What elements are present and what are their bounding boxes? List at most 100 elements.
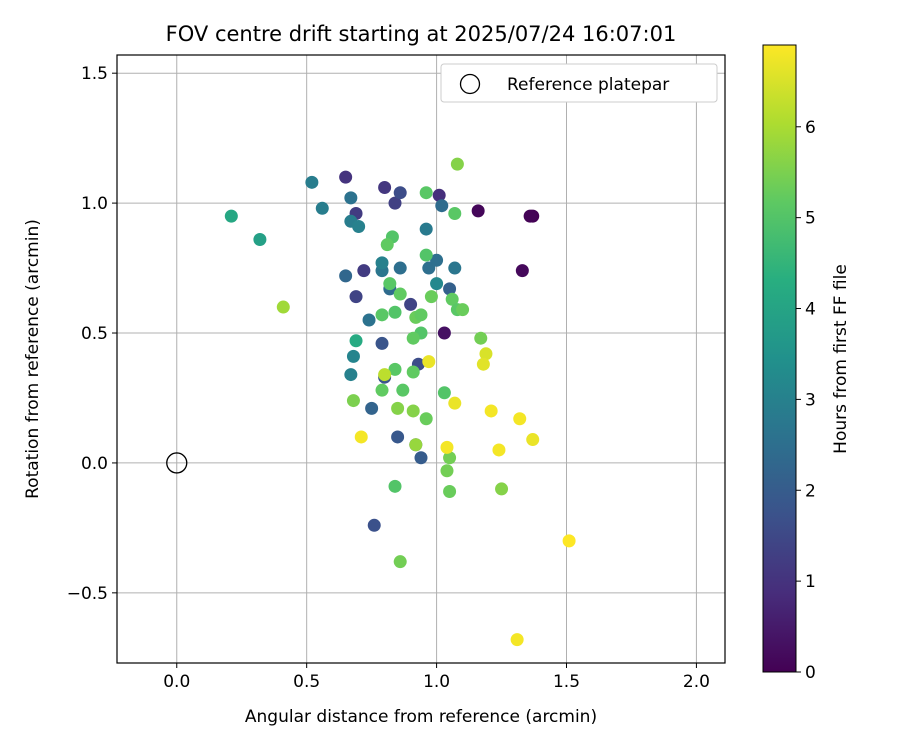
x-tick-label: 1.5 (553, 672, 580, 692)
data-point (349, 334, 363, 348)
data-point (380, 238, 394, 252)
x-axis-label: Angular distance from reference (arcmin) (245, 707, 597, 727)
data-point (492, 443, 506, 457)
chart-title: FOV centre drift starting at 2025/07/24 … (166, 22, 677, 46)
data-point (440, 440, 454, 454)
data-point (375, 336, 389, 350)
data-point (414, 308, 428, 322)
colorbar-tick-label: 3 (805, 390, 816, 410)
data-point (430, 277, 444, 291)
plot-area-frame (116, 54, 726, 664)
data-point (393, 287, 407, 301)
data-point (406, 365, 420, 379)
data-point (357, 264, 371, 278)
colorbar-ticks: 0 1 2 3 4 5 6 (796, 118, 816, 683)
y-tick-label: 1.0 (81, 194, 108, 214)
data-point (383, 277, 397, 291)
data-point (393, 261, 407, 275)
data-point (432, 188, 446, 202)
y-tick-label: 0.5 (81, 324, 108, 344)
data-point (393, 186, 407, 200)
data-point (476, 357, 490, 371)
data-point (484, 404, 498, 418)
data-point (443, 282, 457, 296)
x-tick-label: 0.0 (163, 672, 190, 692)
colorbar (762, 44, 797, 673)
y-axis-ticks: −0.5 0.0 0.5 1.0 1.5 (67, 64, 117, 604)
colorbar-tick-label: 1 (805, 572, 816, 592)
data-point (435, 199, 449, 213)
data-point (409, 438, 423, 452)
data-point (471, 204, 485, 218)
data-point (404, 297, 418, 311)
data-point (388, 196, 402, 210)
data-point (253, 232, 267, 246)
colorbar-tick-label: 4 (805, 300, 816, 320)
legend-entry-reference: Reference platepar (507, 75, 669, 95)
data-point (424, 290, 438, 304)
data-point (419, 248, 433, 262)
x-tick-label: 1.0 (423, 672, 450, 692)
x-axis-ticks: 0.0 0.5 1.0 1.5 2.0 (163, 663, 710, 692)
data-point (448, 396, 462, 410)
data-point (422, 355, 436, 369)
data-point (346, 394, 360, 408)
colorbar-label: Hours from first FF file (831, 264, 851, 454)
data-point (367, 518, 381, 532)
data-point (339, 269, 353, 283)
data-point (388, 362, 402, 376)
data-point (375, 383, 389, 397)
data-point (391, 430, 405, 444)
data-point (414, 451, 428, 465)
colorbar-tick-label: 6 (805, 118, 816, 138)
data-point (448, 206, 462, 220)
data-point (443, 485, 457, 499)
data-point (388, 479, 402, 493)
data-point (515, 264, 529, 278)
data-point (362, 313, 376, 327)
data-point (346, 349, 360, 363)
data-point (406, 404, 420, 418)
data-point (393, 555, 407, 569)
scatter-points (224, 157, 576, 647)
data-point (456, 303, 470, 317)
data-point (419, 222, 433, 236)
x-tick-label: 0.5 (293, 672, 320, 692)
data-point (354, 430, 368, 444)
y-tick-label: −0.5 (67, 584, 108, 604)
y-axis-label: Rotation from reference (arcmin) (23, 219, 43, 499)
data-point (378, 181, 392, 195)
data-point (396, 383, 410, 397)
colorbar-tick-label: 2 (805, 481, 816, 501)
colorbar-tick-label: 0 (805, 663, 816, 683)
reference-marker-group (166, 452, 188, 474)
data-point (375, 256, 389, 270)
data-point (495, 482, 509, 496)
data-point (419, 412, 433, 426)
data-point (406, 331, 420, 345)
data-point (450, 157, 464, 171)
colorbar-tick-label: 5 (805, 209, 816, 229)
data-point (526, 433, 540, 447)
data-point (445, 292, 459, 306)
data-point (276, 300, 290, 314)
data-point (440, 464, 454, 478)
legend: Reference platepar (440, 63, 718, 103)
data-point (365, 401, 379, 415)
data-point (430, 253, 444, 267)
data-point (513, 412, 527, 426)
data-point (349, 290, 363, 304)
data-point (562, 534, 576, 548)
data-point (510, 633, 524, 647)
data-point (344, 191, 358, 205)
data-point (479, 347, 493, 361)
data-point (339, 170, 353, 184)
data-point (224, 209, 238, 223)
y-tick-label: 0.0 (81, 454, 108, 474)
data-point (378, 368, 392, 382)
data-point (305, 175, 319, 189)
data-point (375, 308, 389, 322)
data-point (523, 209, 537, 223)
legend-reference-marker (459, 73, 481, 95)
